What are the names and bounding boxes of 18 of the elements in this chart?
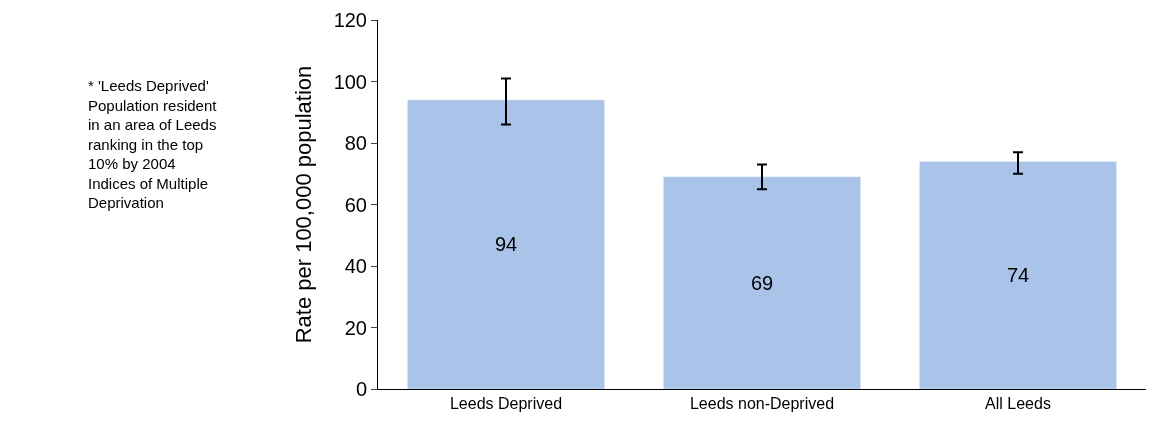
bar bbox=[663, 176, 861, 389]
x-tick-label: Leeds Deprived bbox=[449, 395, 563, 413]
x-tick-label: Leeds non-Deprived bbox=[689, 395, 835, 413]
y-tick-label: 60 bbox=[344, 193, 367, 216]
text: * 'Leeds Deprived' Population resident in an area of Leeds ranking in the top 10% by 2004 Indices of Multiple Deprivation bbox=[88, 77, 218, 211]
y-tick-label: 0 bbox=[355, 378, 367, 400]
y-tick-label: 80 bbox=[344, 132, 367, 154]
y-tick-label: 120 bbox=[333, 9, 367, 31]
bar bbox=[919, 161, 1117, 389]
bar bbox=[407, 99, 605, 389]
data-label: 69 bbox=[750, 271, 774, 294]
x-tick-label: All Leeds bbox=[985, 395, 1051, 413]
y-tick-label: 20 bbox=[344, 316, 367, 339]
data-label: 94 bbox=[494, 233, 518, 256]
y-axis-title: Rate per 100,000 population bbox=[291, 65, 317, 344]
data-label: 74 bbox=[1006, 264, 1030, 287]
y-tick-label: 40 bbox=[344, 255, 367, 277]
y-tick-label: 100 bbox=[333, 70, 367, 93]
